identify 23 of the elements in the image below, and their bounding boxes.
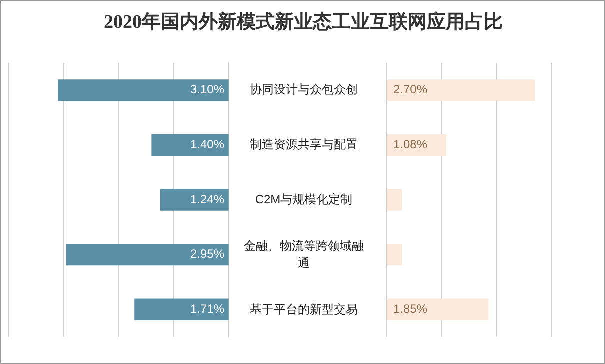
bar [134,298,229,320]
data-label: 1.24% [190,192,225,206]
data-label: 1.08% [394,138,428,152]
data-label: 1.71% [190,302,225,316]
y-tick-label: C2M与规模化定制 [254,192,354,208]
data-label: 1.85% [394,302,428,316]
bar [152,134,229,156]
text: 2020年国内外新模式新业态工业互联网应用占比 [103,10,504,35]
y-tick-label: 基于平台的新型交易 [249,301,359,318]
y-tick-label: 制造资源共享与配置 [249,136,359,154]
bar [387,189,402,211]
bar [387,80,536,102]
data-label: 3.10% [190,82,225,97]
bar [160,189,229,211]
data-label: 1.40% [190,138,225,152]
bar [387,298,489,320]
y-tick-label: 金融、物流等跨领域融通 [243,238,365,272]
bar [58,80,229,102]
y-tick-label: 协同设计与众包众创 [249,82,359,99]
data-label: 2.95% [190,247,225,262]
data-label: 2.70% [394,82,428,97]
bar [387,244,402,266]
bar [66,244,229,266]
